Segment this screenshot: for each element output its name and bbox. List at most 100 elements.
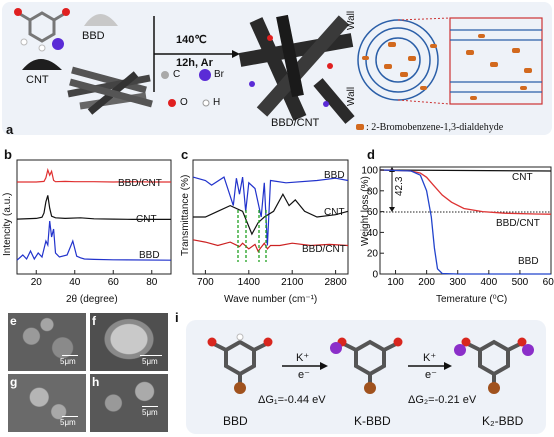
step1-energy: ΔG₁=-0.44 eV [258,394,326,406]
k2-bbd-molecule-model-icon [454,337,534,394]
chart-d-ytick-label: 100 [362,166,378,177]
chart-b-tick-label: 80 [146,277,158,288]
atom-label-o: O [180,97,188,108]
sem-image-g [8,374,86,432]
chart-b-label-cnt: CNT [136,214,157,225]
panel-i-molecules [207,333,534,394]
step1-reagent: K⁺ [296,352,310,364]
product-label: BBD/CNT [271,117,320,129]
cnt-cross-section-icon [357,19,439,101]
chart-d-xlabel: Temerature (⁰C) [436,294,508,305]
wall-label-top: Wall [346,10,357,30]
chart-b-xlabel: 2θ (degree) [66,294,118,305]
wall-label-bottom: Wall [346,86,357,106]
series-cnt [379,169,552,172]
scale-bar-g [62,416,78,417]
chart-c-label-bbd-cnt: BBD/CNT [302,244,346,255]
scale-bar-h [142,406,158,407]
sem-image-f [90,313,168,371]
scale-label-h: 5μm [142,408,158,417]
panel-label-g: g [10,375,18,389]
mol1-label: BBD [223,414,248,428]
panel-a-scheme [14,8,543,130]
reaction-temperature: 140℃ [176,34,207,46]
bromine-atom-icon [199,69,211,81]
chart-b-xrd: 20 40 60 80 [16,159,172,288]
panel-label-h: h [92,375,100,389]
chart-d-annotation: 42.3 [394,176,405,196]
chart-b-tick-label: 60 [108,277,120,288]
oxygen-atom-icon [168,99,176,107]
chart-c-ftir: 700 1400 2100 2800 [192,159,349,288]
chart-d-ytick-label: 40 [367,228,379,239]
chart-c-tick-label: 2100 [281,277,304,288]
chart-c-label-bbd: BBD [324,170,345,181]
chart-b-tick-label: 20 [31,277,43,288]
chart-c-tick-label: 1400 [238,277,261,288]
bbd-label: BBD [82,30,105,42]
panel-label-b: b [4,147,12,162]
bbd-molecule-model-icon [207,333,273,394]
chart-d-xtick-label: 600 [543,277,554,288]
chart-d-ytick-label: 20 [367,249,379,260]
scale-label-f: 5μm [142,357,158,366]
bbd-powder-icon [84,14,118,26]
chart-b-ylabel: Intencity (a.u.) [2,192,13,256]
chart-d-xtick-label: 200 [418,277,435,288]
chart-b-label-bbd-cnt: BBD/CNT [118,178,162,189]
panel-label-e: e [10,314,17,328]
series-cnt [16,195,171,221]
chart-d-label-cnt: CNT [512,172,533,183]
panel-label-a: a [6,122,14,137]
chart-d-ytick-label: 80 [367,186,379,197]
series-bbd-cnt [17,167,171,183]
atom-label-br: Br [214,69,224,80]
cnt-longitudinal-icon [449,17,543,105]
series-cnt [193,192,349,236]
chart-c-tick-label: 700 [197,277,214,288]
chart-d-tga: 100200300400500600100806040200 [362,166,554,289]
chart-d-xtick-label: 300 [449,277,466,288]
chart-c-label-cnt: CNT [324,207,345,218]
chart-c-tick-label: 2800 [324,277,347,288]
mol2-label: K-BBD [354,414,391,428]
panel-label-f: f [92,314,96,328]
chart-d-xtick-label: 400 [480,277,497,288]
scale-label-e: 5μm [60,357,76,366]
panel-i [186,320,546,434]
step2-reagent: K⁺ [423,352,437,364]
sem-image-e [8,313,86,371]
cnt-bundle-icon [67,66,153,115]
step1-electron: e⁻ [298,369,310,381]
cnt-label: CNT [26,74,49,86]
step2-energy: ΔG₂=-0.21 eV [408,394,477,406]
step2-electron: e⁻ [425,369,437,381]
chart-c-ylabel: Transmittance (%) [180,174,191,256]
chart-b-label-bbd: BBD [139,250,160,261]
chart-d-label-bbd: BBD [518,256,539,267]
sem-image-h [90,374,168,432]
panel-label-d: d [367,147,375,162]
series-bbd-cnt [379,169,552,215]
k-bbd-molecule-model-icon [330,337,403,394]
chart-d-ytick-label: 0 [372,270,378,281]
atom-label-c: C [173,69,181,80]
mol3-label: K₂-BBD [482,414,524,428]
series-bbd [16,220,172,261]
scale-bar-e [62,355,78,356]
scale-bar-f [140,355,162,356]
bbd-molecule-icon [14,8,70,52]
cnt-powder-icon [22,59,62,70]
reaction-time-atmosphere: 12h, Ar [176,57,213,69]
chart-d-xtick-label: 100 [387,277,404,288]
panel-label-c: c [181,147,189,162]
scale-label-g: 5μm [60,418,76,427]
chart-d-ylabel: Weight loss (%) [360,176,371,246]
hydrogen-atom-icon [202,99,210,107]
series-bbd-cnt [192,239,349,253]
series-bbd [192,176,349,246]
chart-d-xtick-label: 500 [512,277,529,288]
series-bbd [379,169,551,275]
chart-c-xlabel: Wave number (cm⁻¹) [224,294,318,305]
atom-label-h: H [213,97,221,108]
